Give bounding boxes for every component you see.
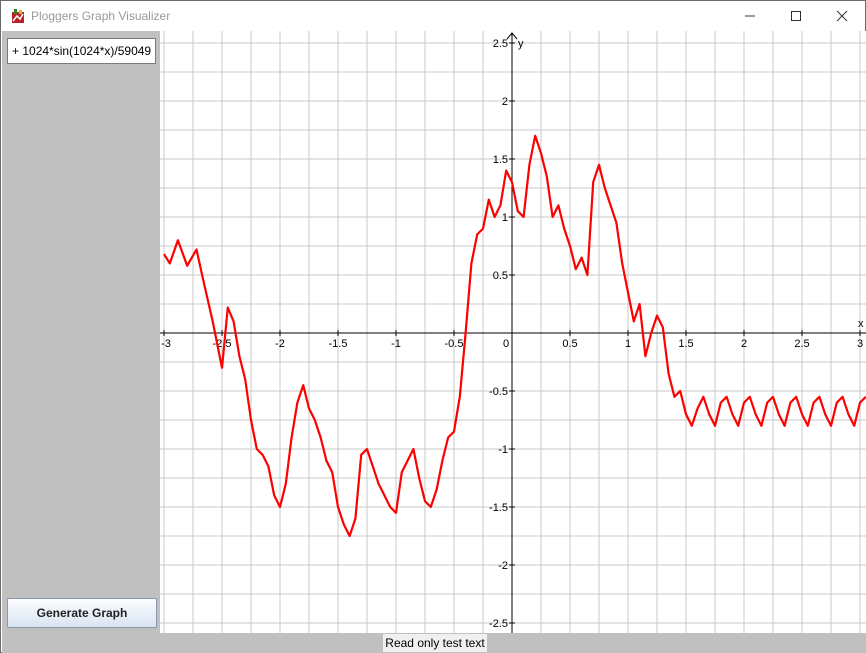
- x-axis-label: x: [858, 318, 864, 330]
- x-tick-label: -0.5: [445, 338, 464, 350]
- x-tick-label: 1: [625, 338, 631, 350]
- status-bar: Read only test text: [2, 633, 866, 653]
- tick-labels: -3 -2.5 -2 -1.5 -1 -0.5 0 0.5 1 1.5 2 2.5 3 2.5 2 1.5 1 0…: [161, 38, 864, 630]
- close-icon: [836, 10, 848, 22]
- x-tick-label: -1: [391, 338, 401, 350]
- y-tick-label: -0.5: [489, 386, 508, 398]
- minimize-button[interactable]: [727, 1, 773, 31]
- y-tick-label: -1.5: [489, 502, 508, 514]
- x-tick-label: 3: [857, 338, 863, 350]
- maximize-icon: [791, 11, 801, 21]
- app-icon: [12, 9, 24, 23]
- y-tick-label: -2.5: [489, 618, 508, 630]
- y-tick-label: -1: [498, 444, 508, 456]
- generate-graph-button[interactable]: Generate Graph: [7, 598, 157, 628]
- title-bar[interactable]: Ploggers Graph Visualizer: [1, 1, 865, 31]
- grid: [160, 31, 866, 633]
- x-tick-label: 1.5: [678, 338, 693, 350]
- x-tick-label: -1.5: [329, 338, 348, 350]
- control-panel: Generate Graph: [2, 31, 160, 633]
- expression-input[interactable]: [7, 38, 156, 64]
- x-tick-label: 2.5: [794, 338, 809, 350]
- graph-canvas[interactable]: -3 -2.5 -2 -1.5 -1 -0.5 0 0.5 1 1.5 2 2.5 3 2.5 2 1.5 1 0…: [160, 31, 866, 633]
- x-tick-label: -3: [161, 338, 171, 350]
- y-axis-label: y: [518, 38, 524, 50]
- y-axis-arrow: [506, 32, 518, 40]
- x-tick-label: -2: [275, 338, 285, 350]
- y-tick-label: 2: [502, 96, 508, 108]
- graph-svg: -3 -2.5 -2 -1.5 -1 -0.5 0 0.5 1 1.5 2 2.5 3 2.5 2 1.5 1 0…: [160, 31, 866, 633]
- y-tick-label: -2: [498, 560, 508, 572]
- x-tick-label: 2: [741, 338, 747, 350]
- x-tick-label: 0.5: [562, 338, 577, 350]
- window-title: Ploggers Graph Visualizer: [31, 9, 171, 23]
- y-tick-label: 0.5: [493, 270, 508, 282]
- close-button[interactable]: [819, 1, 865, 31]
- y-tick-label: 1.5: [493, 154, 508, 166]
- y-tick-label: 1: [502, 212, 508, 224]
- status-text: Read only test text: [383, 634, 487, 652]
- function-curve: [163, 134, 866, 538]
- minimize-icon: [745, 15, 755, 17]
- axes: [160, 32, 866, 633]
- y-tick-label: 2.5: [493, 38, 508, 50]
- maximize-button[interactable]: [773, 1, 819, 31]
- x-tick-label: 0: [503, 338, 509, 350]
